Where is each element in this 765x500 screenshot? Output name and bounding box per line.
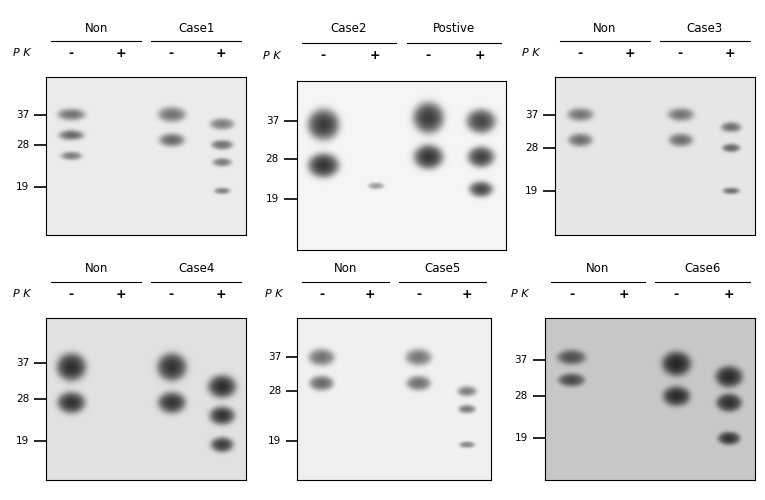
Text: 19: 19 [16,436,29,446]
Text: +: + [619,288,629,300]
Text: -: - [321,50,325,62]
Text: -: - [319,288,324,300]
Text: +: + [216,288,226,300]
Text: +: + [724,288,734,300]
Text: 19: 19 [514,433,528,443]
Text: P K: P K [511,289,529,299]
Text: Case1: Case1 [178,22,214,35]
Text: Non: Non [586,262,610,275]
Text: 37: 37 [265,116,279,126]
Text: Case5: Case5 [425,262,461,275]
Text: P K: P K [265,289,283,299]
Text: 37: 37 [16,110,29,120]
Text: 19: 19 [265,194,279,204]
Text: -: - [416,288,421,300]
Text: -: - [569,288,574,300]
Text: -: - [168,46,174,60]
Text: 28: 28 [16,140,29,149]
Text: 28: 28 [525,143,538,153]
Text: -: - [578,46,582,60]
Text: Non: Non [84,22,108,35]
Text: 37: 37 [514,355,528,365]
Text: P K: P K [13,48,31,58]
Text: -: - [69,46,73,60]
Text: Non: Non [593,22,617,35]
Text: P K: P K [13,289,31,299]
Text: -: - [168,288,174,300]
Text: -: - [69,288,73,300]
Text: 37: 37 [268,352,281,362]
Text: +: + [624,46,635,60]
Text: Non: Non [334,262,357,275]
Text: Case6: Case6 [684,262,721,275]
Text: +: + [461,288,472,300]
Text: -: - [674,288,679,300]
Text: +: + [116,288,126,300]
Text: 19: 19 [525,186,538,196]
Text: 37: 37 [16,358,29,368]
Text: 28: 28 [265,154,279,164]
Text: 19: 19 [16,182,29,192]
Text: 28: 28 [514,391,528,401]
Text: Case2: Case2 [331,22,367,35]
Text: +: + [116,46,126,60]
Text: Non: Non [84,262,108,275]
Text: -: - [677,46,682,60]
Text: -: - [425,50,430,62]
Text: 28: 28 [268,386,281,396]
Text: 28: 28 [16,394,29,404]
Text: 37: 37 [525,110,538,120]
Text: +: + [724,46,735,60]
Text: Case4: Case4 [178,262,214,275]
Text: +: + [475,50,485,62]
Text: +: + [216,46,226,60]
Text: Postive: Postive [433,22,475,35]
Text: Case3: Case3 [687,22,723,35]
Text: 19: 19 [268,436,281,446]
Text: P K: P K [522,48,539,58]
Text: P K: P K [262,51,280,61]
Text: +: + [365,288,376,300]
Text: +: + [370,50,380,62]
